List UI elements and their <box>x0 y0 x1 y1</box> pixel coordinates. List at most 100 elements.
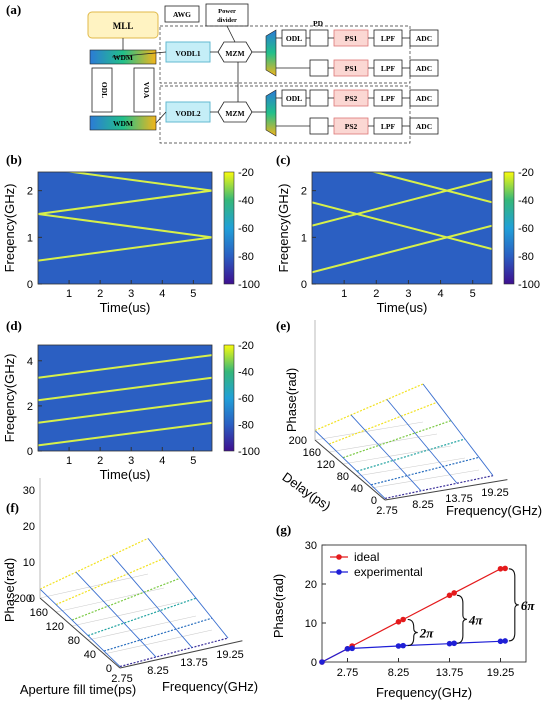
data-point-ideal <box>395 619 402 625</box>
freq-tick-label: 8.25 <box>412 499 433 511</box>
brace-annotation: 2π <box>419 626 435 641</box>
line-chart-g: (g) Phase(rad) Frequency(GHz) 2.75 8.25 13… <box>271 522 535 700</box>
surface-contour <box>71 577 181 621</box>
colorbar-tick-label: -100 <box>238 279 260 291</box>
delay-tick-label: 0 <box>106 663 112 675</box>
e-ylabel: Delay(ps) <box>279 469 333 513</box>
floor-grid <box>314 421 424 441</box>
colorbar-tick-label: -20 <box>238 340 254 352</box>
svg-text:PS1: PS1 <box>345 64 358 73</box>
colorbar <box>223 344 235 452</box>
svg-text:ODL: ODL <box>286 34 302 43</box>
data-point-ideal <box>502 565 508 572</box>
chirp-line-2 <box>38 399 212 424</box>
surface-ridge <box>111 554 193 648</box>
colorbar-tick-label: -100 <box>518 279 540 291</box>
svg-text:ODL: ODL <box>100 82 109 98</box>
x-tick-label: 19.25 <box>487 667 515 679</box>
chirp-line-4 <box>38 354 212 379</box>
wdm-top <box>89 49 157 65</box>
awg-box <box>164 5 200 23</box>
colorbar <box>503 171 515 285</box>
z-tick-label: 10 <box>23 557 35 569</box>
x-tick-label: 3 <box>405 288 411 300</box>
data-point-ideal <box>451 590 457 596</box>
data-point-ideal <box>497 565 504 572</box>
svg-text:ADC: ADC <box>416 64 432 73</box>
mll-label: MLL <box>113 21 134 31</box>
y-tick-label: 1 <box>301 232 307 244</box>
svg-text:PS1: PS1 <box>345 34 358 43</box>
pd-label: PD <box>313 19 324 28</box>
surface-ridge <box>75 571 157 658</box>
colorbar-tick-label: -40 <box>238 367 254 379</box>
svg-text:ADC: ADC <box>416 94 432 103</box>
y-tick-label: 2 <box>27 186 33 198</box>
y-axis-label: Freqency(GHz) <box>2 184 17 273</box>
chirp-line-3 <box>312 201 492 250</box>
z-tick-label: 30 <box>23 485 35 497</box>
freq-axis <box>119 640 243 669</box>
wdm-right-1 <box>265 29 277 77</box>
floor-grid <box>71 601 181 627</box>
e-xlabel: Frequency(GHz) <box>446 503 542 518</box>
surface-contour <box>370 456 480 486</box>
x-tick-label: 4 <box>159 288 165 300</box>
floor-grid <box>342 445 452 465</box>
data-point-experimental <box>502 638 508 644</box>
panel-label-a: (a) <box>6 2 21 17</box>
colorbar-tick-label: -60 <box>518 223 534 235</box>
colorbar-tick-label: -80 <box>238 251 254 263</box>
colorbar-tick-label: -40 <box>238 195 254 207</box>
freq-tick-label: 2.75 <box>111 673 132 685</box>
y-axis-label: Freqency(GHz) <box>276 184 291 273</box>
plot-area <box>38 172 212 284</box>
x-tick-label: 1 <box>341 288 347 300</box>
delay-tick-label: 80 <box>68 635 80 647</box>
delay-axis <box>314 439 386 501</box>
surface-ridge <box>386 399 458 484</box>
svg-text:LPF: LPF <box>381 94 396 103</box>
z-tick-label: 0 <box>29 593 35 605</box>
f-ylabel: Aperture fill time(ps) <box>20 682 136 697</box>
svg-text:LPF: LPF <box>381 64 396 73</box>
x-axis-label: Time(us) <box>377 300 428 315</box>
colorbar-tick-label: -80 <box>238 420 254 432</box>
svg-text:ADC: ADC <box>416 122 432 131</box>
x-tick-label: 2 <box>97 455 103 467</box>
x-tick-label: 5 <box>470 288 476 300</box>
svg-text:ADC: ADC <box>416 34 432 43</box>
delay-tick-label: 120 <box>317 459 335 471</box>
plot-area <box>312 172 492 284</box>
legend-label-ideal: ideal <box>354 550 379 564</box>
y-tick-label: 4 <box>27 356 33 368</box>
delay-tick-label: 160 <box>303 447 321 459</box>
surface-contour <box>384 475 494 500</box>
svg-text:divider: divider <box>217 17 237 24</box>
y-axis-label: Freqency(GHz) <box>2 354 17 443</box>
svg-text:VODL2: VODL2 <box>175 109 201 118</box>
surface-ridge <box>39 588 121 667</box>
wdm-bottom-label: WDM <box>113 119 133 128</box>
svg-text:VOA: VOA <box>142 82 151 99</box>
floor-grid <box>370 469 480 489</box>
colorbar-tick-label: -100 <box>238 446 260 458</box>
panel-label-f: (f) <box>6 500 19 515</box>
brace-annotation: 6π <box>521 598 536 613</box>
spectrogram-d: (d) 1 2 3 4 5 0 2 4 Time(us) Freqency(GHz) -20 -40 -… <box>2 318 260 482</box>
panel-label-c: (c) <box>276 152 290 167</box>
freq-tick-label: 19.25 <box>481 487 509 499</box>
x-tick-label: 1 <box>66 455 72 467</box>
surface-f: (f) Phase(rad) Aperture fill time(ps) Fr… <box>2 478 258 697</box>
x-tick-label: 3 <box>128 288 134 300</box>
x-tick-label: 5 <box>190 455 196 467</box>
x-tick-label: 1 <box>66 288 72 300</box>
surface-contour <box>39 537 149 590</box>
delay-tick-label: 80 <box>337 471 349 483</box>
y-tick-label: 30 <box>305 540 317 552</box>
plot-frame <box>311 171 493 285</box>
plot-frame <box>37 171 213 285</box>
y-tick-label: 0 <box>301 279 307 291</box>
delay-tick-label: 40 <box>84 649 96 661</box>
